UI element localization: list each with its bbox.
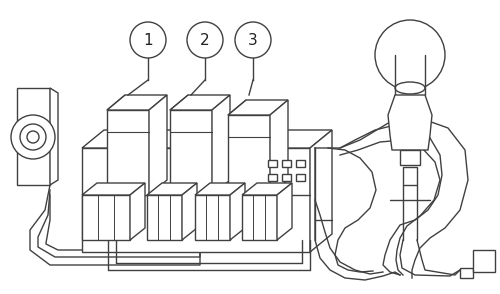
- Text: 3: 3: [248, 33, 258, 48]
- Polygon shape: [82, 130, 332, 148]
- Polygon shape: [242, 183, 292, 195]
- Bar: [296, 160, 305, 167]
- Circle shape: [20, 124, 46, 150]
- Bar: [268, 160, 277, 167]
- Polygon shape: [107, 95, 167, 110]
- Circle shape: [27, 131, 39, 143]
- Bar: [282, 160, 291, 167]
- Polygon shape: [50, 88, 58, 185]
- Bar: [282, 174, 291, 181]
- Polygon shape: [388, 95, 432, 150]
- Polygon shape: [195, 195, 230, 240]
- Text: 1: 1: [143, 33, 153, 48]
- Polygon shape: [182, 183, 197, 240]
- Circle shape: [187, 22, 223, 58]
- Bar: [296, 174, 305, 181]
- Polygon shape: [242, 195, 277, 240]
- Circle shape: [130, 22, 166, 58]
- Circle shape: [375, 20, 445, 90]
- Polygon shape: [107, 110, 149, 195]
- Polygon shape: [82, 148, 310, 252]
- Polygon shape: [270, 100, 288, 195]
- Polygon shape: [170, 110, 212, 195]
- Polygon shape: [310, 130, 332, 252]
- Polygon shape: [195, 183, 245, 195]
- Polygon shape: [228, 115, 270, 195]
- Polygon shape: [228, 100, 288, 115]
- Text: 2: 2: [200, 33, 210, 48]
- Polygon shape: [147, 183, 197, 195]
- Polygon shape: [147, 195, 182, 240]
- Polygon shape: [130, 183, 145, 240]
- Polygon shape: [82, 195, 130, 240]
- Bar: [473, 250, 495, 272]
- Bar: [400, 150, 420, 165]
- Polygon shape: [277, 183, 292, 240]
- Polygon shape: [212, 95, 230, 195]
- Polygon shape: [17, 88, 50, 185]
- Bar: [268, 174, 277, 181]
- Circle shape: [11, 115, 55, 159]
- Ellipse shape: [395, 82, 425, 94]
- Bar: [403, 167, 417, 185]
- Polygon shape: [82, 183, 145, 195]
- Bar: [460, 268, 473, 278]
- Polygon shape: [149, 95, 167, 195]
- Polygon shape: [170, 95, 230, 110]
- Polygon shape: [230, 183, 245, 240]
- Circle shape: [235, 22, 271, 58]
